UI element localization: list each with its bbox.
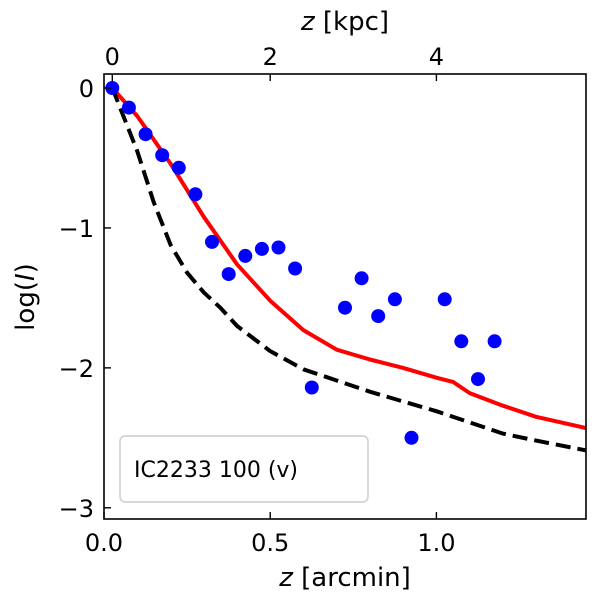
x2-tick-label: 2 — [263, 43, 278, 71]
data-point — [254, 241, 269, 256]
data-point — [487, 334, 502, 349]
data-point — [454, 334, 469, 349]
y-tick-label: −2 — [59, 355, 94, 383]
series-line-psf — [110, 87, 586, 453]
x-axis-label: z [arcmin] — [278, 563, 411, 593]
data-point — [338, 300, 352, 315]
data-point — [354, 271, 369, 286]
data-point — [155, 148, 170, 163]
data-point — [387, 292, 402, 307]
data-point — [437, 292, 452, 307]
y-axis-label: log(I) — [11, 263, 41, 331]
data-point — [188, 187, 203, 202]
x-tick-label: 0.5 — [251, 529, 289, 557]
data-point — [404, 430, 419, 445]
data-point — [271, 240, 286, 255]
y-tick-label: −3 — [59, 495, 94, 523]
series-line-model — [110, 86, 586, 430]
x2-axis-label: z [kpc] — [300, 7, 389, 37]
data-point — [471, 372, 485, 387]
data-point — [371, 309, 386, 324]
data-point — [304, 380, 319, 395]
data-point — [238, 248, 253, 263]
data-point — [105, 81, 120, 95]
x2-tick-label: 0 — [105, 43, 120, 71]
y-tick-label: 0 — [79, 75, 94, 103]
data-point — [138, 127, 153, 142]
legend-label: IC2233 100 (v) — [134, 458, 298, 483]
x2-tick-label: 4 — [429, 43, 444, 71]
data-point — [171, 160, 186, 175]
data-point — [288, 261, 303, 276]
data-point — [221, 267, 236, 282]
y-tick-label: −1 — [59, 215, 94, 243]
data-point — [121, 100, 136, 115]
x-tick-label: 0.0 — [85, 529, 123, 557]
data-point — [205, 234, 219, 249]
legend-box — [119, 435, 369, 503]
plot-frame — [103, 73, 587, 520]
x-tick-label: 1.0 — [417, 529, 455, 557]
